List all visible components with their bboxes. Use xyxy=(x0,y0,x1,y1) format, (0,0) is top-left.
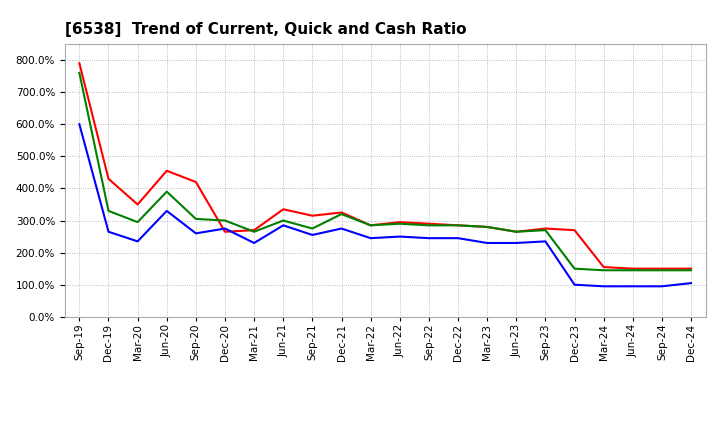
Current Ratio xyxy=(570,227,579,233)
Quick Ratio xyxy=(104,208,113,213)
Quick Ratio xyxy=(541,227,550,233)
Quick Ratio xyxy=(454,223,462,228)
Cash Ratio xyxy=(220,226,229,231)
Cash Ratio xyxy=(192,231,200,236)
Cash Ratio xyxy=(483,240,492,246)
Quick Ratio xyxy=(599,268,608,273)
Current Ratio xyxy=(629,266,637,271)
Current Ratio xyxy=(425,221,433,226)
Current Ratio xyxy=(541,226,550,231)
Cash Ratio xyxy=(75,121,84,127)
Quick Ratio xyxy=(629,268,637,273)
Cash Ratio xyxy=(570,282,579,287)
Line: Current Ratio: Current Ratio xyxy=(79,63,691,269)
Cash Ratio xyxy=(687,280,696,286)
Current Ratio xyxy=(395,220,404,225)
Quick Ratio xyxy=(279,218,287,223)
Current Ratio xyxy=(163,168,171,173)
Current Ratio xyxy=(657,266,666,271)
Current Ratio xyxy=(454,223,462,228)
Cash Ratio xyxy=(395,234,404,239)
Current Ratio xyxy=(192,180,200,185)
Cash Ratio xyxy=(133,239,142,244)
Current Ratio xyxy=(220,229,229,235)
Current Ratio xyxy=(512,229,521,235)
Quick Ratio xyxy=(163,189,171,194)
Quick Ratio xyxy=(220,218,229,223)
Cash Ratio xyxy=(541,239,550,244)
Quick Ratio xyxy=(687,268,696,273)
Cash Ratio xyxy=(337,226,346,231)
Quick Ratio xyxy=(483,224,492,230)
Current Ratio xyxy=(366,223,375,228)
Quick Ratio xyxy=(75,70,84,76)
Quick Ratio xyxy=(192,216,200,222)
Current Ratio xyxy=(308,213,317,218)
Current Ratio xyxy=(279,207,287,212)
Current Ratio xyxy=(75,61,84,66)
Cash Ratio xyxy=(104,229,113,235)
Text: [6538]  Trend of Current, Quick and Cash Ratio: [6538] Trend of Current, Quick and Cash … xyxy=(65,22,467,37)
Cash Ratio xyxy=(454,235,462,241)
Quick Ratio xyxy=(657,268,666,273)
Quick Ratio xyxy=(512,229,521,235)
Cash Ratio xyxy=(250,240,258,246)
Current Ratio xyxy=(104,176,113,181)
Quick Ratio xyxy=(133,220,142,225)
Quick Ratio xyxy=(570,266,579,271)
Cash Ratio xyxy=(279,223,287,228)
Quick Ratio xyxy=(308,226,317,231)
Quick Ratio xyxy=(337,212,346,217)
Cash Ratio xyxy=(512,240,521,246)
Current Ratio xyxy=(687,266,696,271)
Current Ratio xyxy=(483,224,492,230)
Quick Ratio xyxy=(250,229,258,235)
Line: Cash Ratio: Cash Ratio xyxy=(79,124,691,286)
Quick Ratio xyxy=(366,223,375,228)
Current Ratio xyxy=(599,264,608,270)
Cash Ratio xyxy=(599,284,608,289)
Cash Ratio xyxy=(308,232,317,238)
Current Ratio xyxy=(133,202,142,207)
Quick Ratio xyxy=(395,221,404,226)
Current Ratio xyxy=(337,210,346,215)
Cash Ratio xyxy=(629,284,637,289)
Cash Ratio xyxy=(425,235,433,241)
Line: Quick Ratio: Quick Ratio xyxy=(79,73,691,270)
Quick Ratio xyxy=(425,223,433,228)
Cash Ratio xyxy=(163,208,171,213)
Cash Ratio xyxy=(366,235,375,241)
Cash Ratio xyxy=(657,284,666,289)
Current Ratio xyxy=(250,227,258,233)
